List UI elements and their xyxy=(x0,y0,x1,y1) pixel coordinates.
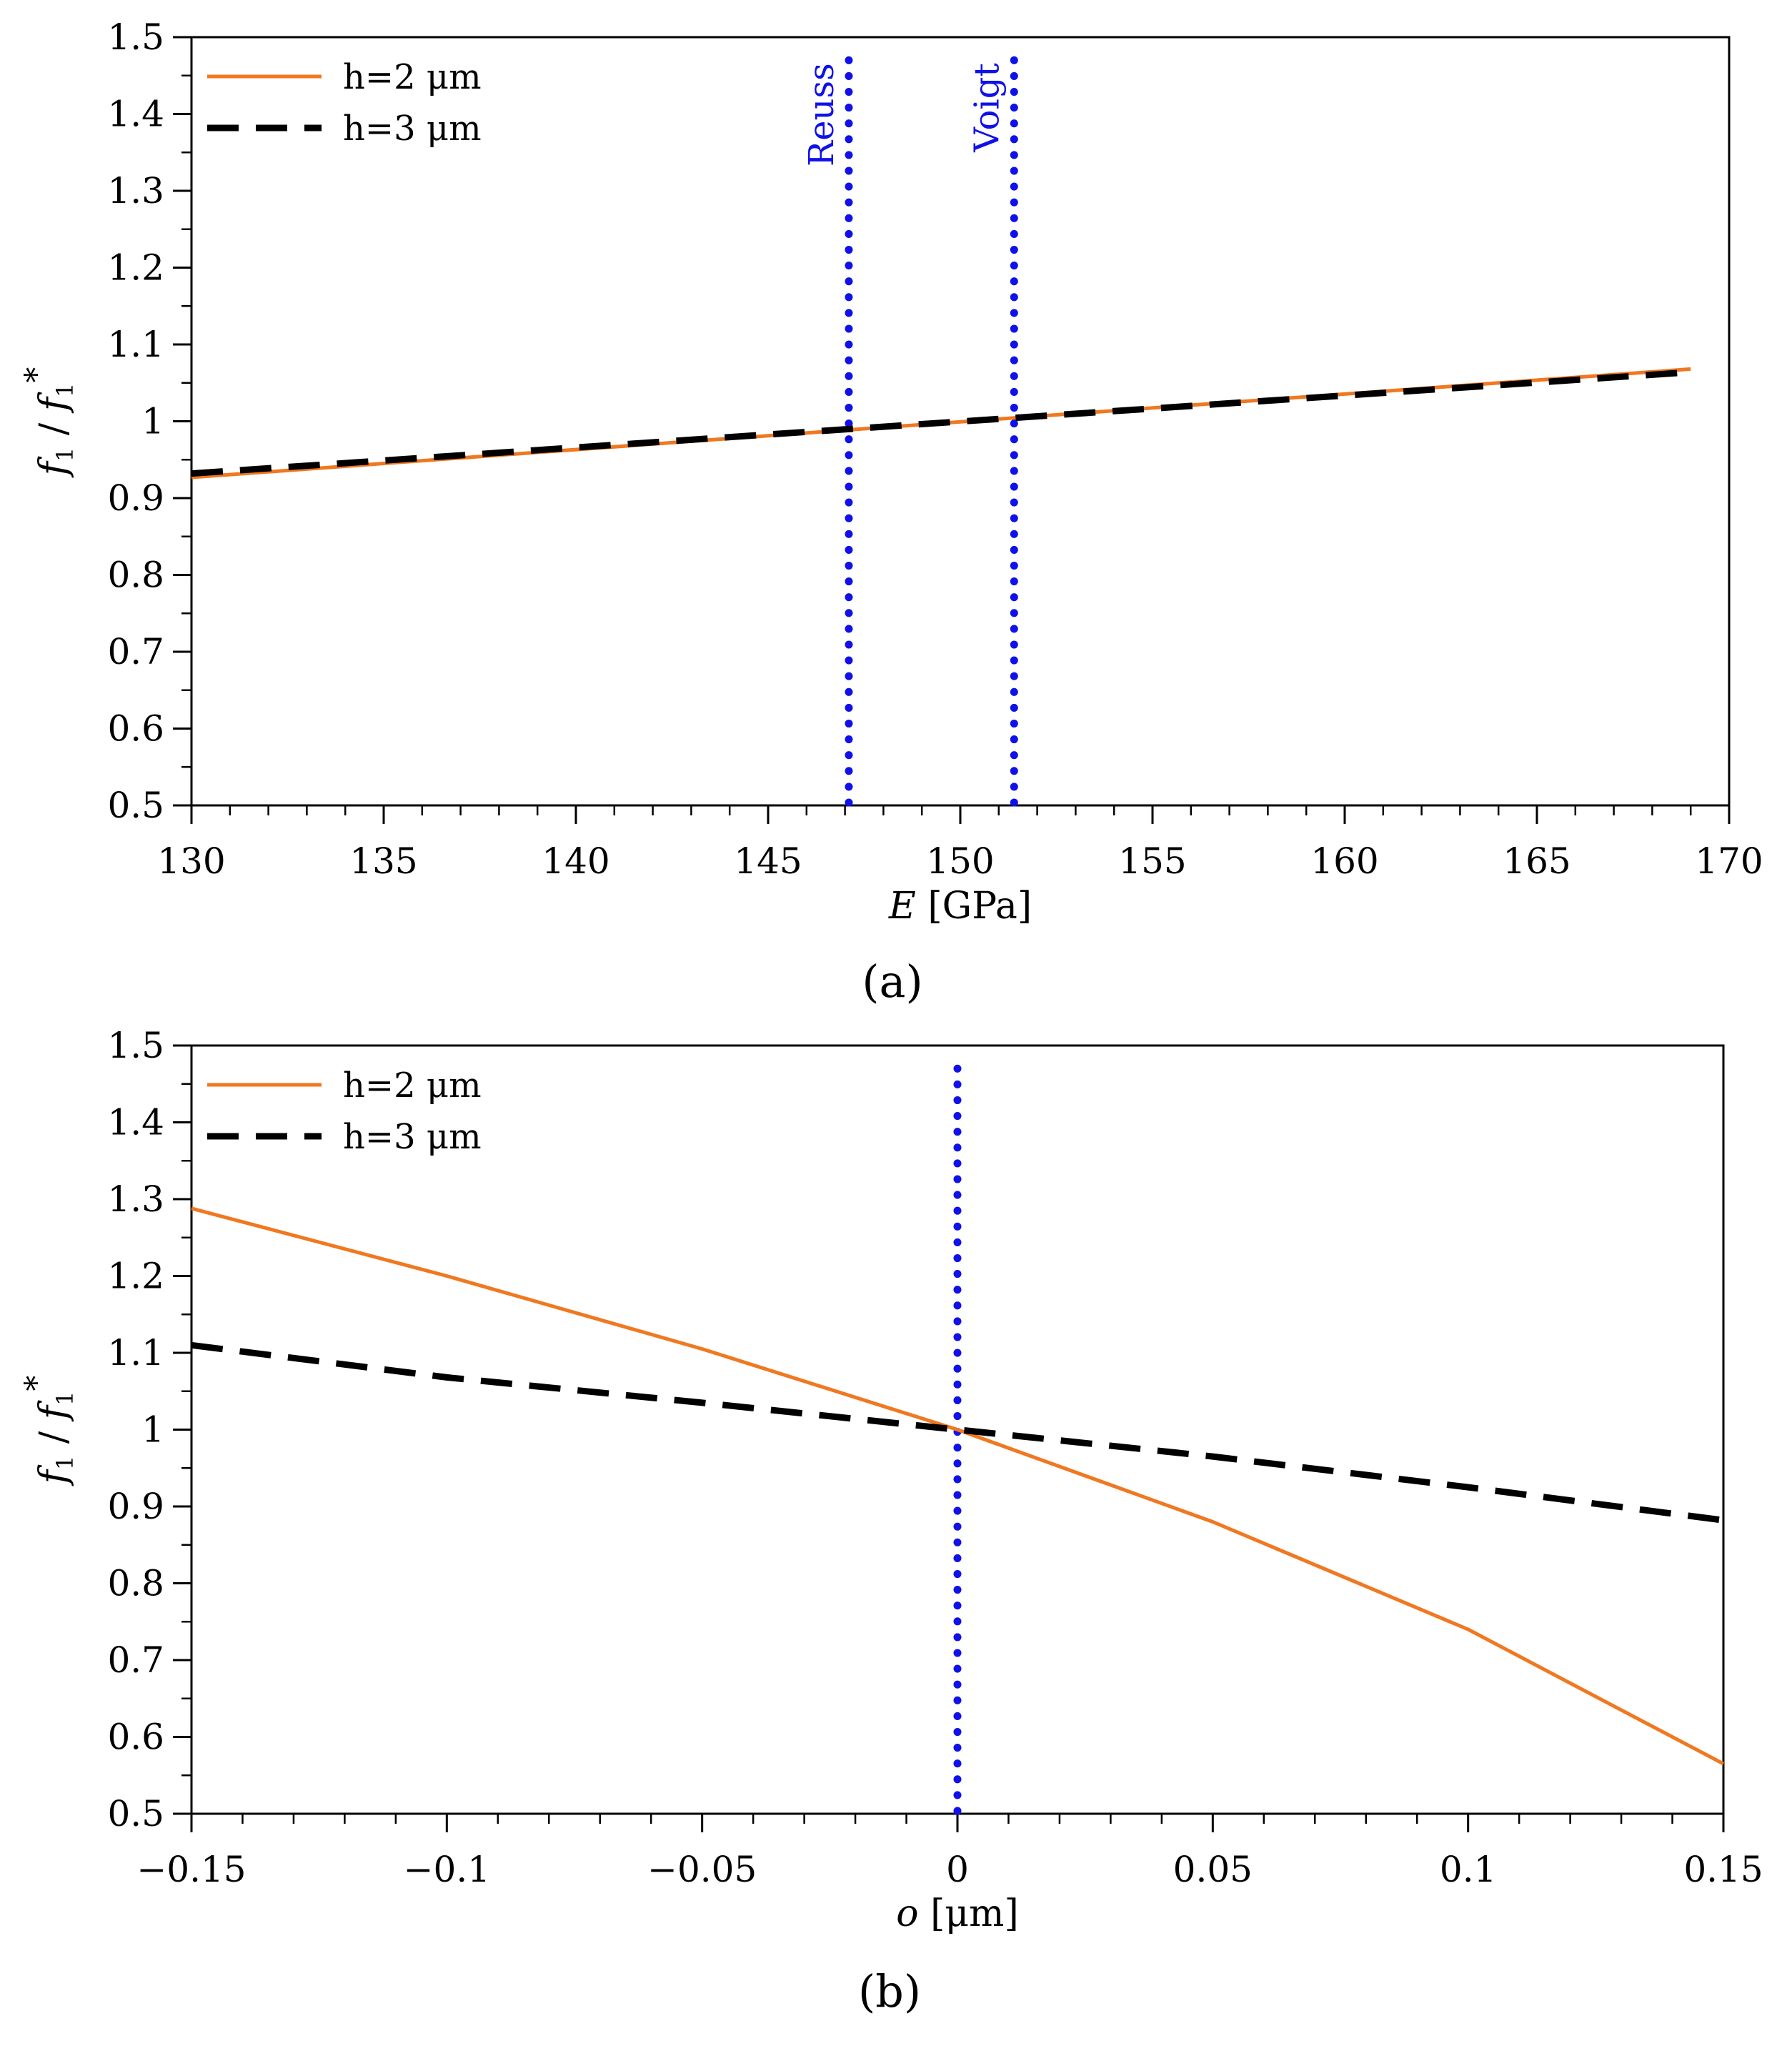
y-tick-label: 0.6 xyxy=(107,1717,164,1758)
y-tick-label: 1.3 xyxy=(107,1178,164,1220)
series-line-h3 xyxy=(191,1341,1724,1524)
vline-label: Reuss xyxy=(802,63,842,167)
y-tick-label: 0.8 xyxy=(107,1563,164,1604)
y-tick-label: 1.2 xyxy=(107,247,164,289)
x-tick-label: 145 xyxy=(734,840,802,882)
y-axis-label: f1 / f1* xyxy=(19,367,79,479)
y-tick-label: 0.8 xyxy=(107,555,164,596)
legend-label: h=2 μm xyxy=(343,57,482,97)
x-tick-label: −0.05 xyxy=(647,1849,757,1890)
x-tick-label: 0 xyxy=(946,1849,969,1890)
series-line-h3 xyxy=(191,369,1691,477)
y-tick-label: 1 xyxy=(141,1409,164,1451)
x-tick-label: 140 xyxy=(542,840,609,882)
y-tick-label: 0.7 xyxy=(107,1639,164,1681)
y-tick-label: 1.2 xyxy=(107,1256,164,1297)
panel-label: (a) xyxy=(862,955,922,1008)
series-line-h2 xyxy=(191,1206,1725,1766)
x-axis-label: o [μm] xyxy=(896,1892,1019,1935)
x-tick-label: −0.15 xyxy=(136,1849,246,1890)
x-tick-label: 155 xyxy=(1118,840,1186,882)
y-axis-label: f1 / f1* xyxy=(19,1376,79,1487)
x-tick-label: 0.15 xyxy=(1683,1849,1763,1890)
x-tick-label: −0.1 xyxy=(404,1849,490,1890)
panel-b: −0.15 −0.1 −0.05 0 0.05 0.1 0.15 0.5 0.6 0.7 0.8 0.… xyxy=(19,1025,1763,2017)
y-tick-label: 0.5 xyxy=(107,785,164,826)
y-tick-label: 0.9 xyxy=(107,477,164,519)
y-tick-label: 1.5 xyxy=(107,1025,164,1066)
y-tick-label: 1 xyxy=(141,401,164,442)
legend-label: h=3 μm xyxy=(343,1117,482,1157)
y-tick-label: 1.1 xyxy=(107,324,164,365)
x-tick-label: 130 xyxy=(157,840,225,882)
y-tick-label: 1.5 xyxy=(107,16,164,58)
y-tick-label: 1.3 xyxy=(107,170,164,212)
y-tick-label: 0.5 xyxy=(107,1793,164,1834)
x-tick-label: 165 xyxy=(1503,840,1571,882)
x-axis-label: E [GPa] xyxy=(888,885,1032,928)
y-tick-label: 1.4 xyxy=(107,94,164,135)
y-tick-label: 1.4 xyxy=(107,1102,164,1143)
x-tick-label: 160 xyxy=(1310,840,1378,882)
x-tick-label: 170 xyxy=(1695,840,1763,882)
legend-label: h=3 μm xyxy=(343,109,482,149)
vline-label: Voigt xyxy=(967,63,1007,153)
legend-label: h=2 μm xyxy=(343,1066,482,1106)
panel-a: 130 135 140 145 150 155 160 165 170 0.5 0.6 0.7 0.8 0… xyxy=(19,16,1763,1008)
y-tick-label: 0.9 xyxy=(107,1486,164,1527)
x-tick-label: 0.05 xyxy=(1173,1849,1253,1890)
y-tick-label: 0.7 xyxy=(107,631,164,672)
y-tick-label: 0.6 xyxy=(107,708,164,750)
x-tick-label: 0.1 xyxy=(1440,1849,1497,1890)
x-tick-label: 135 xyxy=(349,840,417,882)
y-tick-label: 1.1 xyxy=(107,1332,164,1374)
x-tick-label: 150 xyxy=(926,840,994,882)
panel-label: (b) xyxy=(858,1965,921,2017)
